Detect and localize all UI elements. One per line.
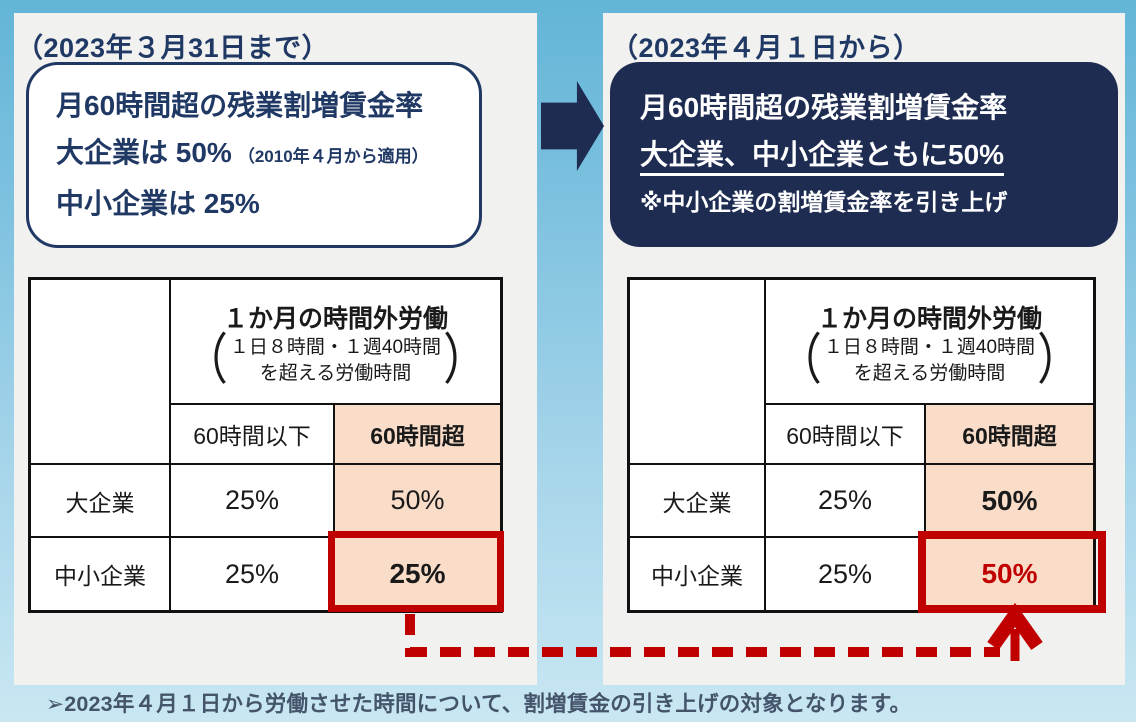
summary-after-line2: 大企業、中小企業ともに50% [640,137,1118,176]
table-after-large-over60: 50% [926,465,1093,538]
open-paren: （ [183,329,228,391]
summary-box-before: 月60時間超の残業割増賃金率 大企業は 50% （2010年４月から適用） 中小企… [26,62,482,248]
table-before-header-title: １か月の時間外労働 [222,304,448,333]
table-before-large-under60: 25% [171,465,335,538]
table-before-row-sme-label: 中小企業 [31,538,171,610]
table-before-sme-under60: 25% [171,538,335,610]
table-after-col-under: 60時間以下 [766,405,926,465]
rate-table-before: １か月の時間外労働 （ １日８時間・１週40時間 を超える労働時間 ） 60時間… [28,277,503,613]
table-before-col-under: 60時間以下 [171,405,335,465]
summary-before-line2: 大企業は 50% （2010年４月から適用） [56,135,479,175]
panel-before: （2023年３月31日まで） 月60時間超の残業割増賃金率 大企業は 50% （2… [14,13,537,685]
table-after-col-over: 60時間超 [926,405,1093,465]
table-after-row-sme-label: 中小企業 [630,538,766,610]
summary-before-line2-note: （2010年４月から適用） [237,147,429,166]
summary-after-line3: ※中小企業の割増賃金率を引き上げ [640,188,1008,215]
table-after-row-large-label: 大企業 [630,465,766,538]
summary-before-line3: 中小企業は 25% [56,188,260,219]
table-before-header-sub: （ １日８時間・１週40時間 を超える労働時間 ） [182,329,489,391]
summary-before-line1: 月60時間超の残業割増賃金率 [56,90,424,121]
table-after-header-sub2: を超える労働時間 [853,362,1006,384]
summary-after-line1: 月60時間超の残業割増賃金率 [640,91,1008,123]
summary-before-line2-main: 大企業は 50% [56,137,232,168]
panel-after-title: （2023年４月１日から） [611,33,921,63]
table-after-blank-cell [630,280,766,465]
close-paren: ） [443,329,488,391]
summary-box-after: 月60時間超の残業割増賃金率 大企業、中小企業ともに50% ※中小企業の割増賃金… [610,62,1118,247]
rate-table-after: １か月の時間外労働 （ １日８時間・１週40時間 を超える労働時間 ） 60時間… [627,277,1096,613]
table-after-sme-over60: 50% [926,538,1093,610]
table-before-blank-cell [31,280,171,465]
panel-after: （2023年４月１日から） 月60時間超の残業割増賃金率 大企業、中小企業ともに… [603,13,1125,685]
table-before-large-over60: 50% [335,465,500,538]
table-before-header-sub1: １日８時間・１週40時間 [229,336,442,358]
right-arrow-icon [541,81,604,171]
table-before-row-large-label: 大企業 [31,465,171,538]
table-before-sme-over60: 25% [335,538,500,610]
table-before-col-over: 60時間超 [335,405,500,465]
summary-after-line2-text: 大企業、中小企業ともに50% [640,138,1005,176]
table-after-large-under60: 25% [766,465,926,538]
table-after-header-sub1: １日８時間・１週40時間 [823,336,1036,358]
close-paren: ） [1037,329,1082,391]
open-paren: （ [777,329,822,391]
table-after-sme-under60: 25% [766,538,926,610]
table-after-header: １か月の時間外労働 （ １日８時間・１週40時間 を超える労働時間 ） [766,280,1093,405]
panel-before-title: （2023年３月31日まで） [16,33,330,63]
table-before-header: １か月の時間外労働 （ １日８時間・１週40時間 を超える労働時間 ） [171,280,500,405]
footnote: ➢2023年４月１日から労働させた時間について、割増賃金の引き上げの対象となりま… [46,692,912,716]
table-after-header-sub: （ １日８時間・１週40時間 を超える労働時間 ） [776,329,1083,391]
table-after-header-title: １か月の時間外労働 [816,304,1042,333]
table-before-header-sub2: を超える労働時間 [259,362,412,384]
